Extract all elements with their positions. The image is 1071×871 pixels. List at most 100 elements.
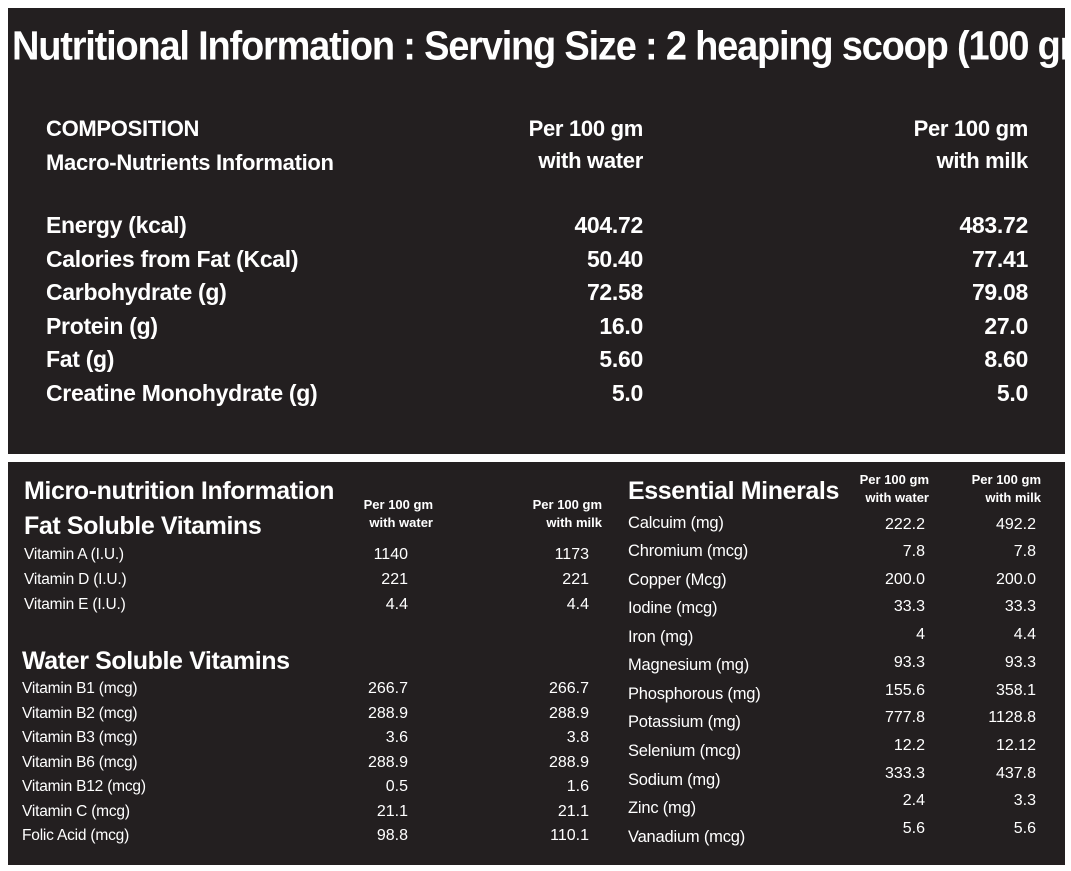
macro-row-water-value: 72.58 xyxy=(586,279,643,305)
macro-row-water-value: 404.72 xyxy=(574,212,643,238)
macro-nutrients-heading: Macro-Nutrients Information xyxy=(46,150,334,175)
mineral-row-milk-value: 5.6 xyxy=(1013,820,1036,837)
micro-col-milk-header: Per 100 gm with milk xyxy=(533,496,602,532)
mineral-row-label: Selenium (mcg) xyxy=(628,742,741,760)
micro-nutrients-panel xyxy=(8,462,1065,865)
macro-row-label: Fat (g) xyxy=(46,346,115,372)
fat-vitamin-row-milk-value: 221 xyxy=(562,571,589,588)
water-vitamin-row-label: Vitamin B6 (mcg) xyxy=(22,753,138,771)
micro-col-water-line2: with water xyxy=(369,515,433,530)
macro-row-water-value: 50.40 xyxy=(586,245,643,272)
mineral-row-water-value: 155.6 xyxy=(884,682,925,699)
macro-row-water-value: 5.0 xyxy=(611,379,643,406)
fat-vitamin-row-milk-value: 4.4 xyxy=(566,596,589,613)
mineral-row-milk-value: 12.12 xyxy=(995,737,1036,754)
mineral-row-milk-value: 492.2 xyxy=(995,516,1036,533)
micro-col-water-header: Per 100 gm with water xyxy=(364,496,433,532)
water-vitamin-row-label: Folic Acid (mcg) xyxy=(22,827,130,844)
macro-nutrients-panel xyxy=(8,8,1065,454)
minerals-col-milk-header: Per 100 gm with milk xyxy=(972,471,1041,507)
mineral-row-label: Copper (Mcg) xyxy=(628,571,727,589)
water-vitamin-row-water-value: 0.5 xyxy=(385,778,408,795)
mineral-row-label: Phosphorous (mg) xyxy=(628,685,761,703)
water-vitamin-row-water-value: 288.9 xyxy=(367,704,408,722)
page-title: Nutritional Information : Serving Size :… xyxy=(12,24,1071,70)
mineral-row-water-value: 777.8 xyxy=(884,709,925,726)
water-vitamin-row-water-value: 3.6 xyxy=(385,729,408,746)
mineral-row-label: Sodium (mg) xyxy=(628,771,721,789)
macro-row-water-value: 5.60 xyxy=(599,346,643,372)
water-vitamin-row-milk-value: 110.1 xyxy=(550,827,589,844)
minerals-col-water-header: Per 100 gm with water xyxy=(860,471,929,507)
minerals-col-milk-line1: Per 100 gm xyxy=(971,472,1041,487)
macro-row-label: Carbohydrate (g) xyxy=(46,279,227,305)
mineral-row-water-value: 222.2 xyxy=(884,516,925,533)
fat-vitamin-row-label: Vitamin D (I.U.) xyxy=(24,571,127,588)
macro-col-milk-line1: Per 100 gm xyxy=(913,116,1029,141)
macro-row-label: Protein (g) xyxy=(46,312,158,339)
mineral-row-milk-value: 358.1 xyxy=(995,682,1036,699)
mineral-row-water-value: 93.3 xyxy=(893,654,925,671)
minerals-col-milk-line2: with milk xyxy=(985,490,1041,505)
micro-col-milk-line1: Per 100 gm xyxy=(532,497,602,512)
mineral-row-water-value: 7.8 xyxy=(902,543,925,560)
macro-row-label: Energy (kcal) xyxy=(46,212,187,238)
water-vitamin-row-label: Vitamin C (mcg) xyxy=(22,802,130,820)
fat-vitamin-row-label: Vitamin A (I.U.) xyxy=(24,546,124,563)
mineral-row-label: Vanadium (mcg) xyxy=(628,828,746,846)
water-vitamin-row-water-value: 288.9 xyxy=(367,753,408,771)
mineral-row-label: Calcuim (mg) xyxy=(628,514,724,532)
water-vitamin-row-water-value: 266.7 xyxy=(367,680,408,697)
water-vitamin-row-label: Vitamin B12 (mcg) xyxy=(22,778,146,795)
mineral-row-water-value: 12.2 xyxy=(893,737,925,754)
mineral-row-water-value: 4 xyxy=(916,626,925,643)
fat-vitamin-row-water-value: 1140 xyxy=(373,546,408,563)
mineral-row-water-value: 5.6 xyxy=(902,820,925,837)
macro-row-label: Creatine Monohydrate (g) xyxy=(46,379,318,406)
macro-row-milk-value: 79.08 xyxy=(971,279,1028,305)
fat-vitamin-row-label: Vitamin E (I.U.) xyxy=(24,596,126,613)
micro-nutrition-heading: Micro-nutrition Information xyxy=(24,477,334,505)
essential-minerals-heading: Essential Minerals xyxy=(628,477,839,505)
macro-row-milk-value: 8.60 xyxy=(984,346,1028,372)
water-vitamin-row-milk-value: 288.9 xyxy=(548,753,589,771)
mineral-row-label: Zinc (mg) xyxy=(628,799,696,817)
water-vitamin-row-label: Vitamin B2 (mcg) xyxy=(22,704,138,722)
fat-vitamin-row-water-value: 4.4 xyxy=(385,596,408,613)
composition-heading: COMPOSITION xyxy=(46,116,200,141)
mineral-row-milk-value: 1128.8 xyxy=(988,709,1036,726)
mineral-row-water-value: 200.0 xyxy=(884,571,925,588)
micro-col-milk-line2: with milk xyxy=(546,515,602,530)
macro-row-label: Calories from Fat (Kcal) xyxy=(46,245,299,272)
mineral-row-milk-value: 33.3 xyxy=(1004,598,1036,615)
mineral-row-water-value: 33.3 xyxy=(893,598,925,615)
macro-row-milk-value: 483.72 xyxy=(959,212,1028,238)
fat-vitamin-row-milk-value: 1173 xyxy=(554,546,589,563)
mineral-row-milk-value: 3.3 xyxy=(1013,792,1036,809)
water-vitamin-row-milk-value: 3.8 xyxy=(566,729,589,746)
macro-row-milk-value: 77.41 xyxy=(971,245,1028,272)
mineral-row-milk-value: 200.0 xyxy=(995,571,1036,588)
water-soluble-heading: Water Soluble Vitamins xyxy=(22,647,290,675)
macro-col-milk-line2: with milk xyxy=(936,148,1029,173)
fat-vitamin-row-water-value: 221 xyxy=(381,571,408,588)
water-vitamin-row-water-value: 98.8 xyxy=(376,827,408,844)
mineral-row-milk-value: 7.8 xyxy=(1013,543,1036,560)
water-vitamin-row-milk-value: 266.7 xyxy=(548,680,589,697)
water-vitamin-row-milk-value: 21.1 xyxy=(557,802,589,820)
fat-soluble-heading: Fat Soluble Vitamins xyxy=(24,512,262,540)
mineral-row-milk-value: 437.8 xyxy=(995,765,1036,782)
mineral-row-milk-value: 93.3 xyxy=(1004,654,1036,671)
mineral-row-milk-value: 4.4 xyxy=(1013,626,1036,643)
micro-col-water-line1: Per 100 gm xyxy=(363,497,433,512)
macro-row-milk-value: 27.0 xyxy=(984,312,1028,339)
minerals-col-water-line2: with water xyxy=(865,490,929,505)
water-vitamin-row-water-value: 21.1 xyxy=(376,802,408,820)
macro-col-water-line2: with water xyxy=(538,148,643,173)
water-vitamin-row-milk-value: 1.6 xyxy=(566,778,589,795)
mineral-row-water-value: 333.3 xyxy=(884,765,925,782)
water-vitamin-row-label: Vitamin B1 (mcg) xyxy=(22,680,138,697)
mineral-row-label: Potassium (mg) xyxy=(628,713,741,731)
minerals-col-water-line1: Per 100 gm xyxy=(859,472,929,487)
macro-row-milk-value: 5.0 xyxy=(996,379,1028,406)
